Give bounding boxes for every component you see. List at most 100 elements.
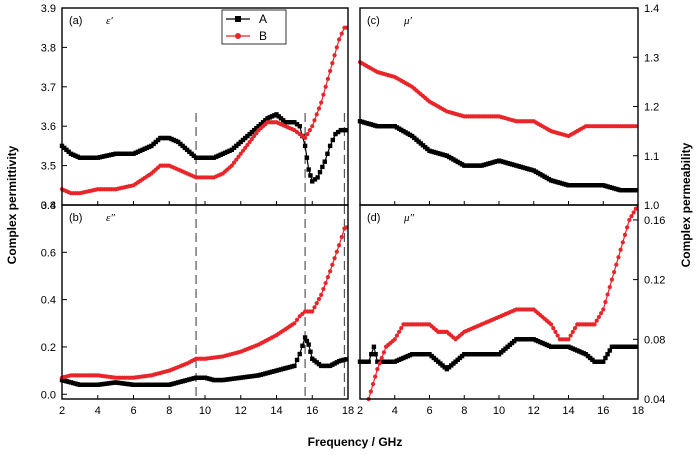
marker-b-B-117 (323, 280, 328, 286)
marker-a-A-120 (330, 137, 336, 143)
marker-b-A-74 (225, 377, 230, 382)
marker-b-A-67 (209, 377, 214, 382)
marker-b-A-5 (70, 380, 76, 386)
panel-symbol-d: μ″ (403, 212, 415, 224)
marker-a-B-78 (234, 157, 239, 162)
marker-b-A-110 (306, 342, 311, 347)
marker-a-A-25 (115, 151, 121, 156)
marker-b-A-13 (88, 382, 94, 388)
marker-b-A-9 (79, 382, 85, 388)
marker-b-A-103 (289, 364, 295, 369)
marker-b-A-57 (187, 377, 192, 382)
marker-a-A-48 (167, 135, 172, 141)
panel-frame-c (359, 7, 639, 206)
marker-b-A-105 (294, 357, 300, 363)
marker-b-A-87 (254, 373, 259, 378)
marker-d-A-114 (605, 352, 610, 357)
marker-b-B-119 (328, 269, 333, 274)
marker-d-B-116 (618, 247, 623, 252)
marker-b-A-40 (149, 382, 154, 388)
marker-a-A-29 (124, 151, 129, 156)
marker-b-B-111 (310, 309, 315, 314)
marker-a-A-109 (304, 155, 310, 160)
marker-a-A-7 (75, 154, 80, 159)
marker-b-A-125 (339, 358, 344, 363)
marker-a-B-87 (254, 130, 259, 136)
marker-a-A-24 (113, 151, 118, 156)
marker-b-A-34 (135, 382, 141, 388)
marker-b-A-21 (106, 381, 112, 386)
marker-b-A-113 (312, 358, 317, 363)
marker-a-A-114 (315, 175, 320, 180)
panel-a: 3.4 3.5 3.6 3.7 3.8 3.9 (a) ε′ (41, 3, 349, 212)
marker-d-B-115 (616, 255, 621, 260)
marker-a-B-126 (344, 25, 349, 30)
marker-b-A-97 (276, 367, 281, 373)
marker-a-A-91 (263, 118, 268, 123)
marker-d-B-93 (568, 333, 573, 338)
marker-a-B-79 (236, 154, 241, 159)
marker-b-A-69 (213, 377, 219, 383)
y-tick-label-a-5: 3.9 (41, 3, 56, 15)
marker-b-A-25 (115, 380, 121, 385)
marker-a-B-77 (231, 160, 237, 165)
marker-a-A-65 (205, 155, 210, 160)
panel-frame-d (359, 204, 639, 400)
marker-b-A-117 (321, 363, 326, 369)
x-axis-label: Frequency / GHz (308, 435, 403, 449)
marker-d-B-6 (379, 355, 384, 361)
marker-b-A-24 (113, 380, 118, 385)
marker-a-A-70 (216, 153, 221, 158)
marker-a-A-118 (325, 151, 330, 156)
marker-a-A-45 (160, 135, 165, 141)
marker-b-A-16 (95, 382, 100, 388)
marker-b-B-104 (292, 321, 297, 326)
marker-b-B-114 (316, 296, 322, 302)
x-tick-label-b-8: 18 (342, 405, 354, 417)
marker-a-A-66 (207, 155, 212, 160)
marker-a-B-113 (314, 112, 319, 117)
x-tick-label-d-4: 10 (493, 405, 505, 417)
marker-b-A-14 (91, 382, 96, 388)
marker-a-A-104 (292, 120, 297, 125)
panel-label-c: (c) (367, 15, 380, 27)
marker-b-A-38 (144, 382, 150, 388)
marker-a-B-108 (303, 135, 308, 141)
x-tick-label-b-5: 12 (235, 405, 247, 417)
marker-b-A-42 (153, 382, 159, 388)
marker-a-A-82 (243, 135, 248, 141)
y-tick-label-a-3: 3.7 (41, 82, 56, 94)
y-tick-label-b-4: 0.8 (41, 200, 56, 212)
marker-d-B-112 (609, 277, 615, 282)
marker-d-B-113 (612, 270, 617, 275)
marker-d-B-3 (373, 374, 378, 379)
marker-a-A-99 (281, 118, 286, 123)
marker-d-B-114 (614, 262, 619, 267)
marker-b-B-123 (336, 243, 342, 248)
marker-d-B-122 (631, 210, 636, 215)
marker-d-B-108 (601, 307, 606, 312)
marker-a-A-80 (238, 139, 243, 145)
marker-a-B-86 (252, 133, 257, 139)
marker-b-A-88 (256, 373, 261, 378)
marker-d-B-87 (555, 333, 560, 338)
marker-d-B-12 (392, 337, 397, 342)
marker-a-B-121 (332, 53, 337, 58)
marker-a-A-14 (91, 155, 96, 160)
marker-b-A-20 (104, 381, 109, 386)
marker-b-A-48 (167, 382, 172, 388)
marker-a-A-69 (213, 154, 219, 159)
marker-a-A-93 (267, 115, 272, 120)
marker-b-A-126 (341, 357, 346, 363)
marker-a-A-100 (283, 120, 288, 125)
marker-b-A-64 (202, 375, 208, 380)
marker-d-A-113 (603, 355, 608, 361)
marker-a-A-37 (142, 146, 147, 152)
marker-d-B-92 (566, 337, 571, 342)
marker-b-A-47 (164, 382, 170, 388)
marker-b-A-66 (207, 376, 212, 382)
marker-a-A-125 (343, 127, 348, 133)
marker-b-A-62 (198, 375, 203, 380)
marker-a-A-5 (70, 152, 76, 157)
marker-a-A-50 (171, 137, 176, 143)
